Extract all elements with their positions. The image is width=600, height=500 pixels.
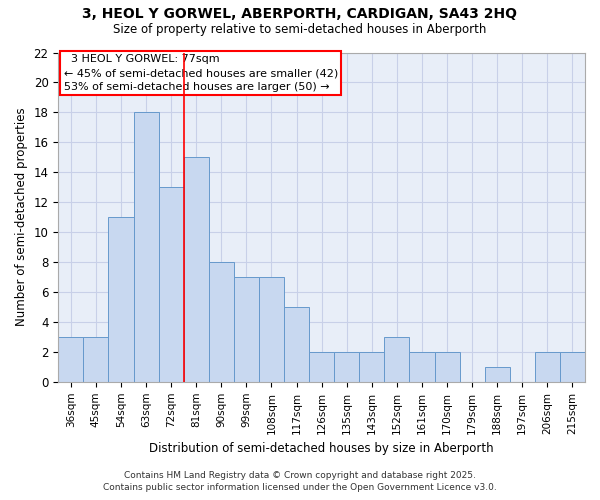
Bar — [109, 217, 134, 382]
Bar — [334, 352, 359, 382]
Bar — [284, 307, 309, 382]
Text: 3 HEOL Y GORWEL: 77sqm  
← 45% of semi-detached houses are smaller (42)
53% of s: 3 HEOL Y GORWEL: 77sqm ← 45% of semi-det… — [64, 54, 338, 92]
Bar — [234, 277, 259, 382]
Bar — [184, 158, 209, 382]
Text: 3, HEOL Y GORWEL, ABERPORTH, CARDIGAN, SA43 2HQ: 3, HEOL Y GORWEL, ABERPORTH, CARDIGAN, S… — [83, 8, 517, 22]
Bar — [158, 187, 184, 382]
X-axis label: Distribution of semi-detached houses by size in Aberporth: Distribution of semi-detached houses by … — [149, 442, 494, 455]
Bar — [259, 277, 284, 382]
Bar — [83, 337, 109, 382]
Bar — [134, 112, 158, 382]
Bar — [359, 352, 385, 382]
Bar — [58, 337, 83, 382]
Bar — [385, 337, 409, 382]
Bar — [309, 352, 334, 382]
Bar — [485, 367, 510, 382]
Bar — [560, 352, 585, 382]
Bar — [409, 352, 434, 382]
Text: Contains HM Land Registry data © Crown copyright and database right 2025.
Contai: Contains HM Land Registry data © Crown c… — [103, 471, 497, 492]
Bar — [209, 262, 234, 382]
Bar — [434, 352, 460, 382]
Bar — [535, 352, 560, 382]
Text: Size of property relative to semi-detached houses in Aberporth: Size of property relative to semi-detach… — [113, 22, 487, 36]
Y-axis label: Number of semi-detached properties: Number of semi-detached properties — [15, 108, 28, 326]
Title: 3, HEOL Y GORWEL, ABERPORTH, CARDIGAN, SA43 2HQ
Size of property relative to sem: 3, HEOL Y GORWEL, ABERPORTH, CARDIGAN, S… — [0, 499, 1, 500]
